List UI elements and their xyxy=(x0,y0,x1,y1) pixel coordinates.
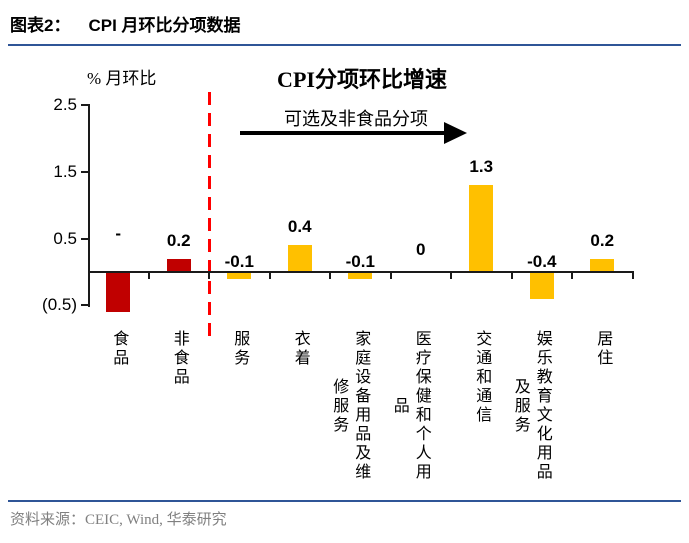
x-category-label-食品: 食品 xyxy=(108,330,128,368)
bar-食品 xyxy=(106,272,131,313)
y-axis-unit-label: % 月环比 xyxy=(87,69,157,88)
x-category-label-column: 食品 xyxy=(110,330,128,368)
bar-value-label-食品: - xyxy=(115,224,122,243)
y-tick-label-0.5: 0.5 xyxy=(53,228,77,248)
y-tick-label-2.5: 2.5 xyxy=(53,95,77,114)
bar-value-label-交通和通信: 1.3 xyxy=(469,157,494,177)
x-tick-2 xyxy=(208,271,210,279)
x-tick-4 xyxy=(329,271,331,279)
bar-value-label-非食品: 0.2 xyxy=(166,230,191,250)
x-category-label-column: 品 xyxy=(390,396,408,416)
group-annotation-label: 可选及非食品分项 xyxy=(284,109,428,129)
x-category-label-家庭设备用品及维修服务: 家庭设备用品及维 修服务 xyxy=(328,330,370,482)
x-category-label-服务: 服务 xyxy=(229,330,249,368)
bar-娱乐教育文化用品及服务 xyxy=(529,272,554,299)
bar-value-label-医疗保健和个人用品: 0 xyxy=(416,240,426,259)
y-tick-label-(0.5): (0.5) xyxy=(42,295,77,315)
bar-交通和通信 xyxy=(469,185,494,272)
bar-value-label-居住: 0.2 xyxy=(590,230,615,250)
right-arrow-shaft xyxy=(240,131,446,135)
x-tick-5 xyxy=(389,271,392,279)
x-tick-7 xyxy=(510,271,513,279)
x-category-label-交通和通信: 交通和通信 xyxy=(471,330,491,425)
bar-value-label-家庭设备用品及维修服务: -0.1 xyxy=(345,252,375,271)
x-category-label-column: 衣着 xyxy=(291,330,309,368)
y-axis-line xyxy=(88,104,90,307)
source-note: 资料来源：CEIC, Wind, 华泰研究 xyxy=(10,512,227,528)
x-category-label-column: 及服务 xyxy=(511,377,529,435)
x-tick-3 xyxy=(268,271,271,279)
chart-title: CPI分项环比增速 xyxy=(277,67,447,92)
x-category-label-衣着: 衣着 xyxy=(290,330,310,368)
bar-非食品 xyxy=(166,258,191,272)
right-arrow-icon xyxy=(444,122,467,144)
figure-title: CPI 月环比分项数据 xyxy=(88,16,241,35)
x-tick-9 xyxy=(631,271,634,279)
food-nonfood-separator-line xyxy=(208,92,211,338)
x-category-label-column: 非食品 xyxy=(170,330,188,387)
bar-value-label-服务: -0.1 xyxy=(224,252,254,271)
x-category-label-column: 交通和通信 xyxy=(473,330,491,425)
footer-rule xyxy=(8,500,681,502)
x-category-label-娱乐教育文化用品及服务: 娱乐教育文化用品 及服务 xyxy=(510,330,552,482)
x-category-label-column: 娱乐教育文化用品 xyxy=(533,330,551,482)
bar-家庭设备用品及维修服务 xyxy=(348,272,373,279)
x-category-label-column: 医疗保健和个人用 xyxy=(412,330,430,482)
bar-服务 xyxy=(227,272,252,279)
bar-value-label-娱乐教育文化用品及服务: -0.4 xyxy=(527,252,557,271)
y-tick-(0.5) xyxy=(81,304,88,307)
x-tick-8 xyxy=(571,271,573,279)
header-rule xyxy=(8,44,681,46)
x-category-label-column: 家庭设备用品及维 xyxy=(352,330,370,482)
y-tick-0.5 xyxy=(81,237,88,240)
x-category-label-column: 修服务 xyxy=(330,377,348,435)
bar-衣着 xyxy=(287,245,312,272)
x-tick-6 xyxy=(450,271,452,279)
figure-label: 图表2： xyxy=(10,16,71,35)
x-category-label-column: 居住 xyxy=(594,330,612,368)
bar-居住 xyxy=(590,258,615,272)
x-axis-line xyxy=(88,271,634,273)
y-tick-label-1.5: 1.5 xyxy=(53,161,77,181)
figure-header: 图表2： CPI 月环比分项数据 xyxy=(10,11,241,36)
y-tick-2.5 xyxy=(81,104,88,106)
x-category-label-column: 服务 xyxy=(231,330,249,368)
bar-value-label-衣着: 0.4 xyxy=(287,217,312,237)
x-category-label-医疗保健和个人用品: 医疗保健和个人用品 xyxy=(389,330,431,482)
x-tick-1 xyxy=(147,271,150,279)
x-category-label-非食品: 非食品 xyxy=(169,330,189,387)
x-category-label-居住: 居住 xyxy=(592,330,612,368)
y-tick-1.5 xyxy=(81,170,88,173)
